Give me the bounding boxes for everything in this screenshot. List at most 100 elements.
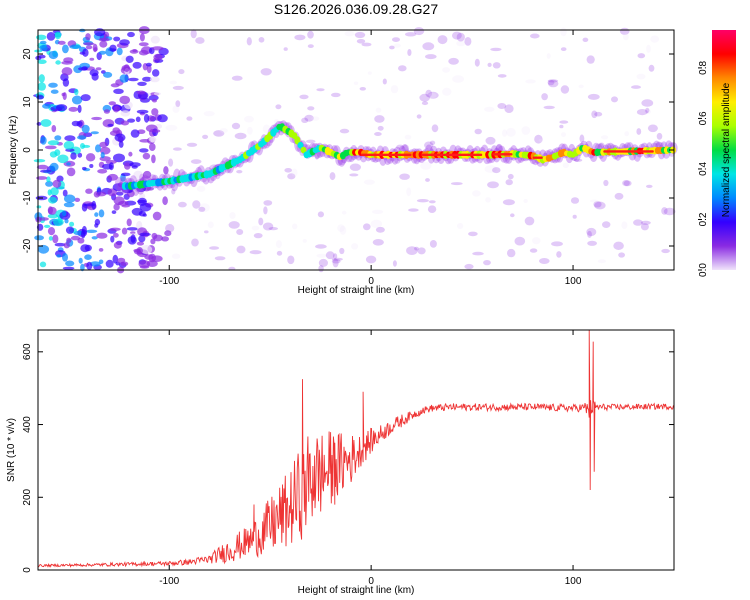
noise-speckle [490, 47, 502, 52]
noise-speckle [139, 232, 151, 237]
noise-speckle [64, 135, 76, 142]
noise-speckle [136, 109, 149, 114]
noise-speckle [258, 37, 265, 43]
noise-speckle [40, 169, 52, 173]
noise-speckle [190, 159, 202, 165]
noise-speckle [111, 210, 117, 215]
noise-speckle [560, 85, 570, 94]
snr-ticks: -100 0 100 0 200 400 600 [22, 330, 674, 587]
noise-speckle [392, 260, 397, 267]
noise-speckle [98, 37, 110, 42]
noise-speckle [45, 181, 54, 187]
noise-speckle [143, 170, 152, 179]
noise-speckle [502, 199, 515, 206]
noise-speckle [301, 117, 309, 124]
noise-speckle [548, 79, 559, 88]
noise-speckle [55, 60, 61, 65]
noise-speckle [425, 178, 430, 182]
noise-speckle [119, 39, 130, 46]
noise-speckle [204, 230, 209, 234]
noise-speckle [414, 246, 419, 251]
noise-speckle [65, 226, 75, 234]
noise-speckle [93, 47, 98, 52]
noise-speckle [62, 44, 69, 54]
noise-speckle [80, 143, 85, 149]
noise-speckle [146, 64, 152, 74]
noise-speckle [209, 246, 220, 250]
ridge-peak [492, 153, 513, 156]
noise-speckle [162, 196, 168, 206]
noise-speckle [559, 124, 564, 129]
noise-speckle [262, 124, 271, 134]
noise-speckle [118, 140, 124, 148]
noise-speckle [172, 105, 180, 113]
noise-speckle [95, 67, 102, 71]
noise-speckle [90, 131, 99, 135]
noise-speckle [246, 37, 252, 46]
noise-speckle [54, 31, 62, 40]
noise-speckle [83, 42, 95, 46]
noise-speckle [142, 152, 151, 160]
noise-speckle [44, 224, 51, 228]
spectrogram-x-label: Height of straight line (km) [298, 285, 415, 296]
noise-speckle [419, 93, 431, 102]
noise-speckle [570, 197, 580, 204]
noise-speckle [618, 252, 625, 258]
noise-speckle [39, 44, 48, 52]
noise-speckle [137, 199, 147, 204]
noise-speckle [633, 219, 643, 226]
noise-speckle [107, 173, 119, 181]
noise-speckle [292, 223, 298, 230]
noise-speckle [113, 153, 125, 163]
noise-speckle [186, 116, 193, 121]
noise-speckle [61, 67, 73, 76]
noise-speckle [636, 109, 648, 116]
noise-speckle [263, 206, 268, 215]
noise-speckle [38, 54, 46, 59]
noise-speckle [413, 27, 425, 36]
noise-speckle [275, 240, 282, 249]
y-tick-label: 10 [22, 96, 33, 108]
noise-speckle [249, 250, 262, 255]
noise-speckle [648, 64, 655, 72]
noise-speckle [153, 53, 163, 61]
noise-speckle [62, 189, 68, 197]
noise-speckle [646, 184, 653, 188]
noise-speckle [151, 255, 163, 262]
noise-speckle [121, 204, 130, 208]
noise-speckle [601, 135, 609, 140]
noise-speckle [171, 253, 181, 259]
noise-speckle [231, 75, 243, 81]
noise-speckle [425, 54, 437, 60]
noise-speckle [273, 119, 280, 125]
noise-speckle [452, 75, 464, 83]
noise-speckle [105, 160, 117, 164]
noise-speckle [40, 119, 52, 127]
noise-speckle [71, 95, 83, 105]
noise-speckle [120, 110, 131, 117]
noise-speckle [203, 111, 215, 117]
noise-speckle [195, 37, 205, 44]
noise-speckle [48, 50, 59, 60]
noise-speckle [393, 43, 401, 48]
noise-speckle [394, 157, 401, 164]
noise-speckle [125, 55, 134, 63]
noise-speckle [589, 199, 599, 203]
noise-speckle [54, 135, 62, 141]
noise-speckle [178, 69, 185, 75]
noise-speckle [137, 81, 147, 86]
colorbar-tick-label: 0.0 [698, 263, 709, 277]
noise-speckle [551, 241, 563, 247]
noise-speckle [228, 221, 240, 229]
noise-speckle [492, 167, 501, 174]
noise-speckle [316, 88, 325, 92]
noise-speckle [113, 203, 120, 211]
noise-speckle [539, 258, 550, 264]
noise-speckle [40, 136, 47, 145]
colorbar-label: Normalized spectral amplitude [721, 82, 732, 217]
noise-speckle [556, 251, 562, 258]
noise-speckle [332, 258, 339, 268]
noise-speckle [95, 144, 101, 153]
noise-speckle [98, 209, 105, 218]
